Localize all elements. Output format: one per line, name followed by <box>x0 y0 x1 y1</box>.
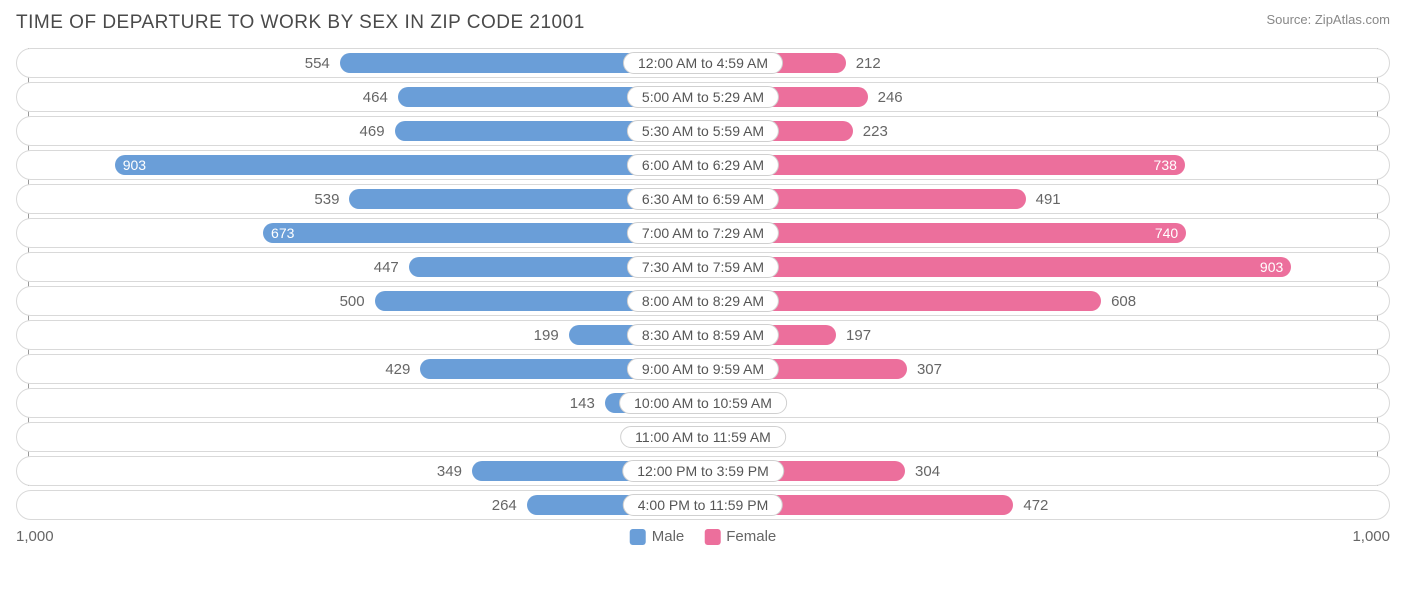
row-right-half: 304 <box>703 457 1389 485</box>
female-bar: 903 <box>709 257 1291 277</box>
female-value-label: 491 <box>1026 191 1071 208</box>
chart-row: 673 740 7:00 AM to 7:29 AM <box>16 218 1390 248</box>
chart-title: TIME OF DEPARTURE TO WORK BY SEX IN ZIP … <box>16 12 585 34</box>
row-left-half: 464 <box>17 83 703 111</box>
female-value-label: 472 <box>1013 497 1058 514</box>
category-label: 5:00 AM to 5:29 AM <box>627 86 779 108</box>
category-label: 11:00 AM to 11:59 AM <box>620 426 786 448</box>
chart-row: 464 246 5:00 AM to 5:29 AM <box>16 82 1390 112</box>
female-value-inside: 903 <box>1260 259 1283 275</box>
row-right-half: 246 <box>703 83 1389 111</box>
male-value-inside: 673 <box>271 225 294 241</box>
female-value-label: 307 <box>907 361 952 378</box>
row-left-half: 469 <box>17 117 703 145</box>
male-value-label: 447 <box>364 259 409 276</box>
male-value-label: 143 <box>560 395 605 412</box>
category-label: 12:00 AM to 4:59 AM <box>623 52 783 74</box>
male-value-label: 469 <box>350 123 395 140</box>
female-bar: 740 <box>709 223 1186 243</box>
legend-swatch-male <box>630 529 646 545</box>
row-right-half: 903 <box>703 253 1389 281</box>
row-left-half: 264 <box>17 491 703 519</box>
male-value-label: 349 <box>427 463 472 480</box>
category-label: 7:00 AM to 7:29 AM <box>627 222 779 244</box>
female-value-label: 212 <box>846 55 891 72</box>
row-left-half: 429 <box>17 355 703 383</box>
legend-label-female: Female <box>726 528 776 545</box>
category-label: 6:00 AM to 6:29 AM <box>627 154 779 176</box>
row-right-half: 223 <box>703 117 1389 145</box>
row-left-half: 903 <box>17 151 703 179</box>
row-right-half: 608 <box>703 287 1389 315</box>
female-value-inside: 740 <box>1155 225 1178 241</box>
axis-label-right: 1,000 <box>1352 528 1390 545</box>
male-value-label: 464 <box>353 89 398 106</box>
axis-label-left: 1,000 <box>16 528 54 545</box>
female-value-label: 223 <box>853 123 898 140</box>
male-value-label: 539 <box>304 191 349 208</box>
row-right-half: 197 <box>703 321 1389 349</box>
female-value-label: 246 <box>868 89 913 106</box>
chart-footer: 1,000 Male Female 1,000 <box>16 524 1390 558</box>
legend-swatch-female <box>704 529 720 545</box>
female-value-label: 304 <box>905 463 950 480</box>
row-left-half: 673 <box>17 219 703 247</box>
row-right-half: 34 <box>703 389 1389 417</box>
chart-header: TIME OF DEPARTURE TO WORK BY SEX IN ZIP … <box>16 12 1390 34</box>
category-label: 5:30 AM to 5:59 AM <box>627 120 779 142</box>
male-value-label: 554 <box>295 55 340 72</box>
row-left-half: 72 <box>17 423 703 451</box>
category-label: 8:30 AM to 8:59 AM <box>627 324 779 346</box>
category-label: 10:00 AM to 10:59 AM <box>619 392 787 414</box>
row-left-half: 447 <box>17 253 703 281</box>
chart-row: 429 307 9:00 AM to 9:59 AM <box>16 354 1390 384</box>
legend-item-male: Male <box>630 528 685 545</box>
row-left-half: 199 <box>17 321 703 349</box>
row-right-half: 73 <box>703 423 1389 451</box>
chart-row: 539 491 6:30 AM to 6:59 AM <box>16 184 1390 214</box>
female-value-label: 608 <box>1101 293 1146 310</box>
male-value-label: 429 <box>375 361 420 378</box>
category-label: 8:00 AM to 8:29 AM <box>627 290 779 312</box>
chart-row: 447 903 7:30 AM to 7:59 AM <box>16 252 1390 282</box>
diverging-bar-chart: 554 212 12:00 AM to 4:59 AM 464 246 5:00 AM t… <box>16 48 1390 520</box>
category-label: 6:30 AM to 6:59 AM <box>627 188 779 210</box>
chart-row: 554 212 12:00 AM to 4:59 AM <box>16 48 1390 78</box>
chart-source: Source: ZipAtlas.com <box>1266 12 1390 27</box>
male-bar: 903 <box>115 155 697 175</box>
legend-label-male: Male <box>652 528 685 545</box>
legend: Male Female <box>630 528 777 545</box>
category-label: 4:00 PM to 11:59 PM <box>623 494 783 516</box>
male-value-inside: 903 <box>123 157 146 173</box>
chart-row: 143 3410:00 AM to 10:59 AM <box>16 388 1390 418</box>
chart-row: 264 472 4:00 PM to 11:59 PM <box>16 490 1390 520</box>
chart-row: 903 738 6:00 AM to 6:29 AM <box>16 150 1390 180</box>
category-label: 7:30 AM to 7:59 AM <box>627 256 779 278</box>
row-left-half: 554 <box>17 49 703 77</box>
female-bar: 738 <box>709 155 1185 175</box>
chart-row: 727311:00 AM to 11:59 AM <box>16 422 1390 452</box>
chart-row: 469 223 5:30 AM to 5:59 AM <box>16 116 1390 146</box>
female-value-label: 197 <box>836 327 881 344</box>
male-value-label: 264 <box>482 497 527 514</box>
legend-item-female: Female <box>704 528 776 545</box>
row-left-half: 143 <box>17 389 703 417</box>
chart-row: 199 197 8:30 AM to 8:59 AM <box>16 320 1390 350</box>
category-label: 12:00 PM to 3:59 PM <box>622 460 784 482</box>
row-right-half: 491 <box>703 185 1389 213</box>
category-label: 9:00 AM to 9:59 AM <box>627 358 779 380</box>
male-value-label: 199 <box>524 327 569 344</box>
row-right-half: 472 <box>703 491 1389 519</box>
male-value-label: 500 <box>330 293 375 310</box>
row-right-half: 740 <box>703 219 1389 247</box>
row-left-half: 539 <box>17 185 703 213</box>
row-left-half: 500 <box>17 287 703 315</box>
row-right-half: 307 <box>703 355 1389 383</box>
row-right-half: 212 <box>703 49 1389 77</box>
row-left-half: 349 <box>17 457 703 485</box>
chart-row: 500 608 8:00 AM to 8:29 AM <box>16 286 1390 316</box>
row-right-half: 738 <box>703 151 1389 179</box>
female-value-inside: 738 <box>1154 157 1177 173</box>
chart-row: 349 304 12:00 PM to 3:59 PM <box>16 456 1390 486</box>
